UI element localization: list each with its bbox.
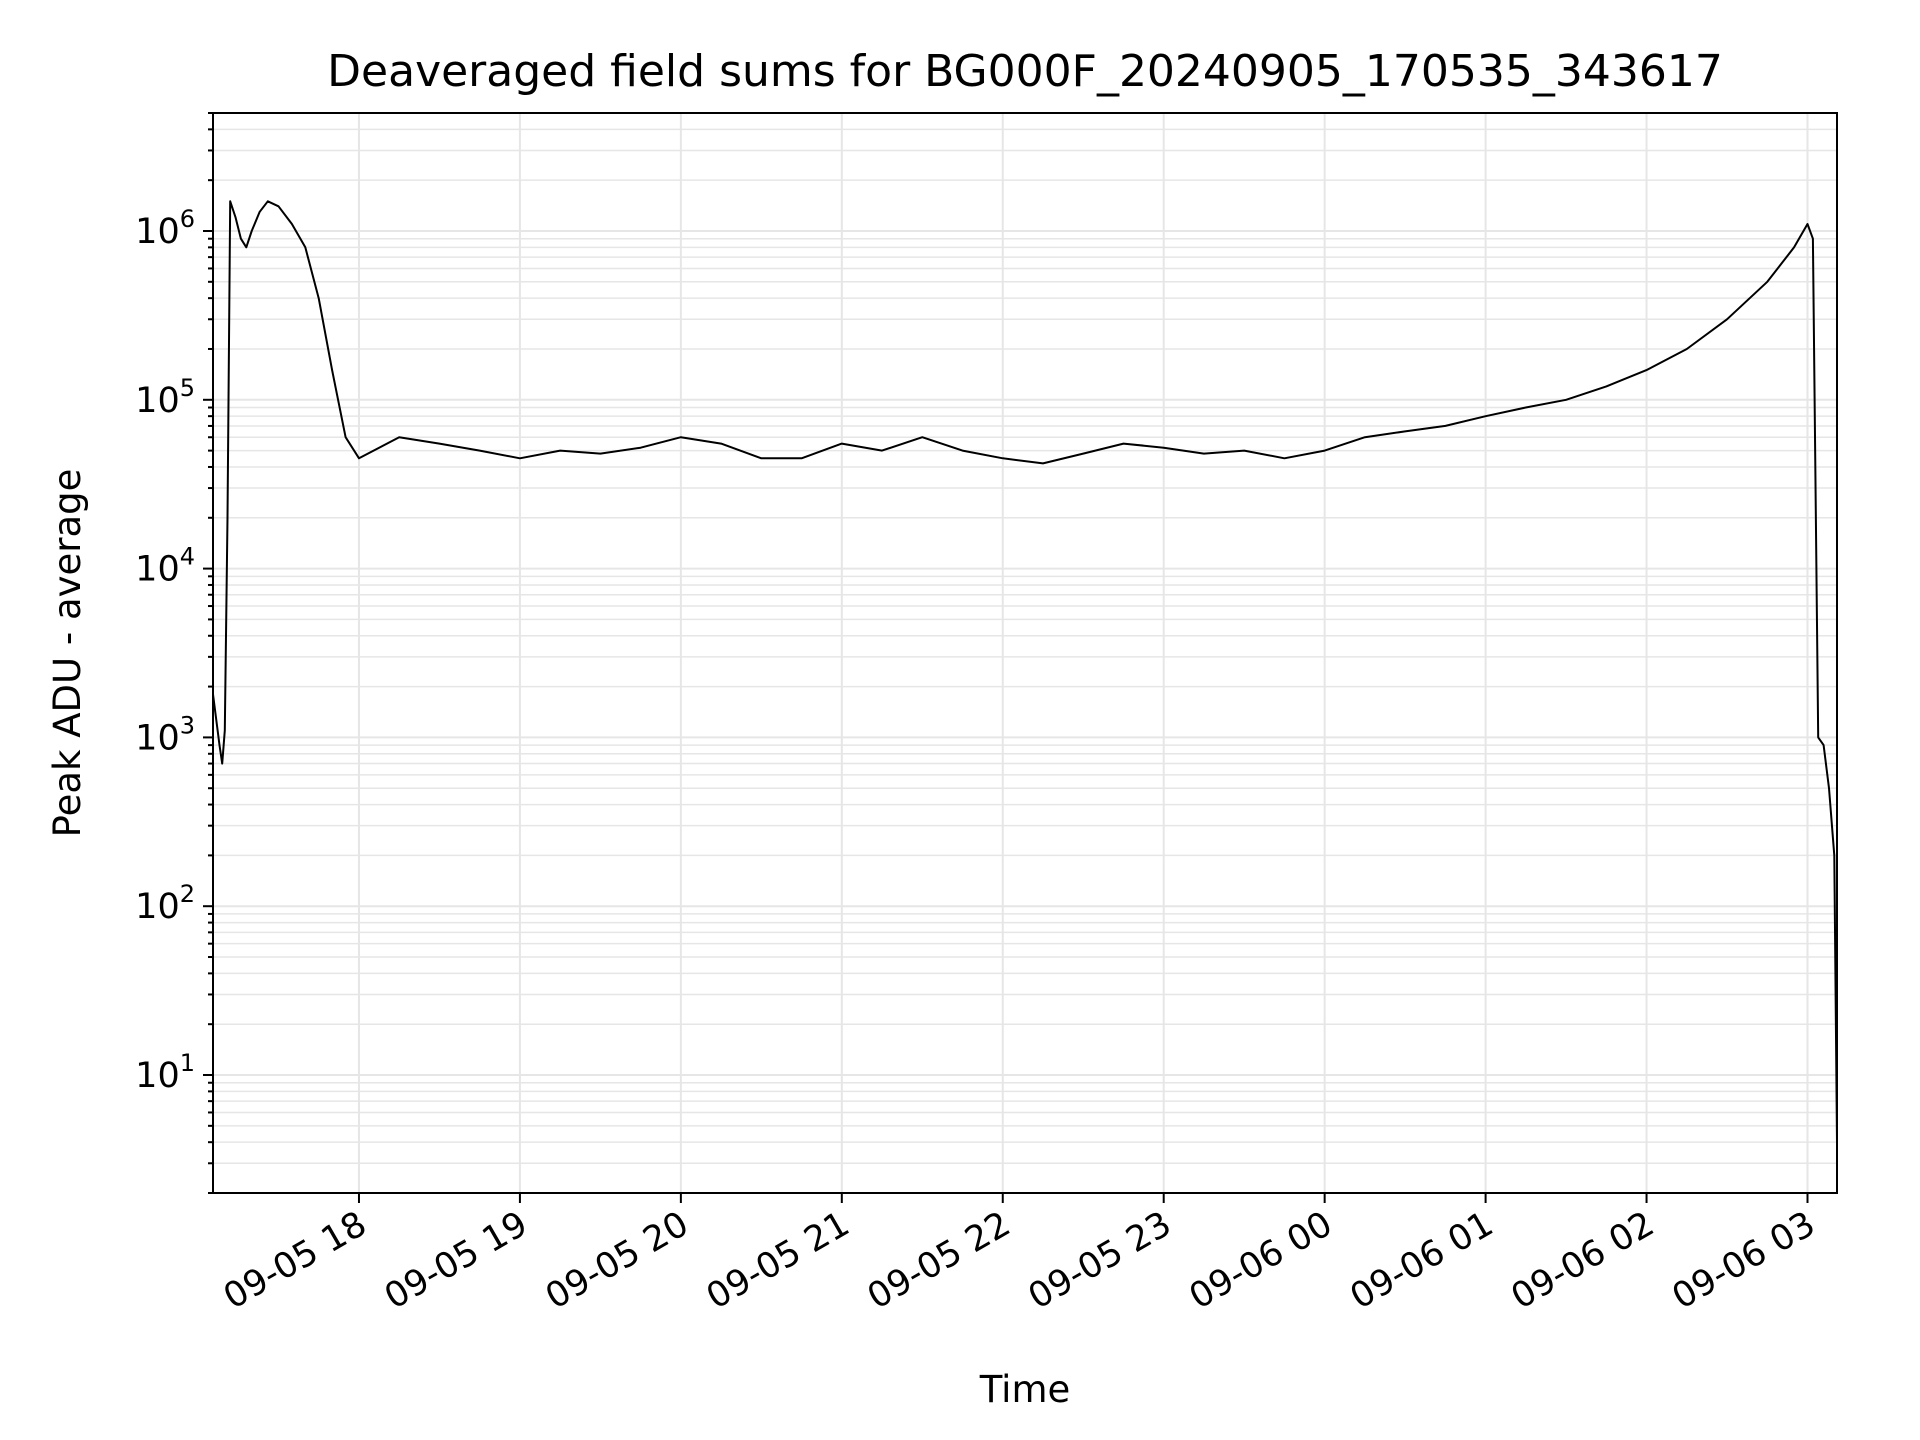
y-axis-label: Peak ADU - average bbox=[46, 469, 89, 838]
y-tick-label: 102 bbox=[135, 880, 195, 927]
plot-frame bbox=[212, 112, 1838, 1194]
y-tick-label: 103 bbox=[135, 711, 195, 758]
chart-title: Deaveraged field sums for BG000F_2024090… bbox=[327, 46, 1723, 97]
y-tick-label: 104 bbox=[135, 543, 195, 590]
y-tick-label: 101 bbox=[135, 1049, 195, 1096]
line-layer bbox=[212, 200, 1838, 1143]
series-line bbox=[212, 200, 1838, 1143]
x-axis-label: Time bbox=[979, 1368, 1071, 1411]
y-tick-label: 105 bbox=[135, 374, 195, 421]
y-tick-label: 106 bbox=[135, 205, 195, 252]
